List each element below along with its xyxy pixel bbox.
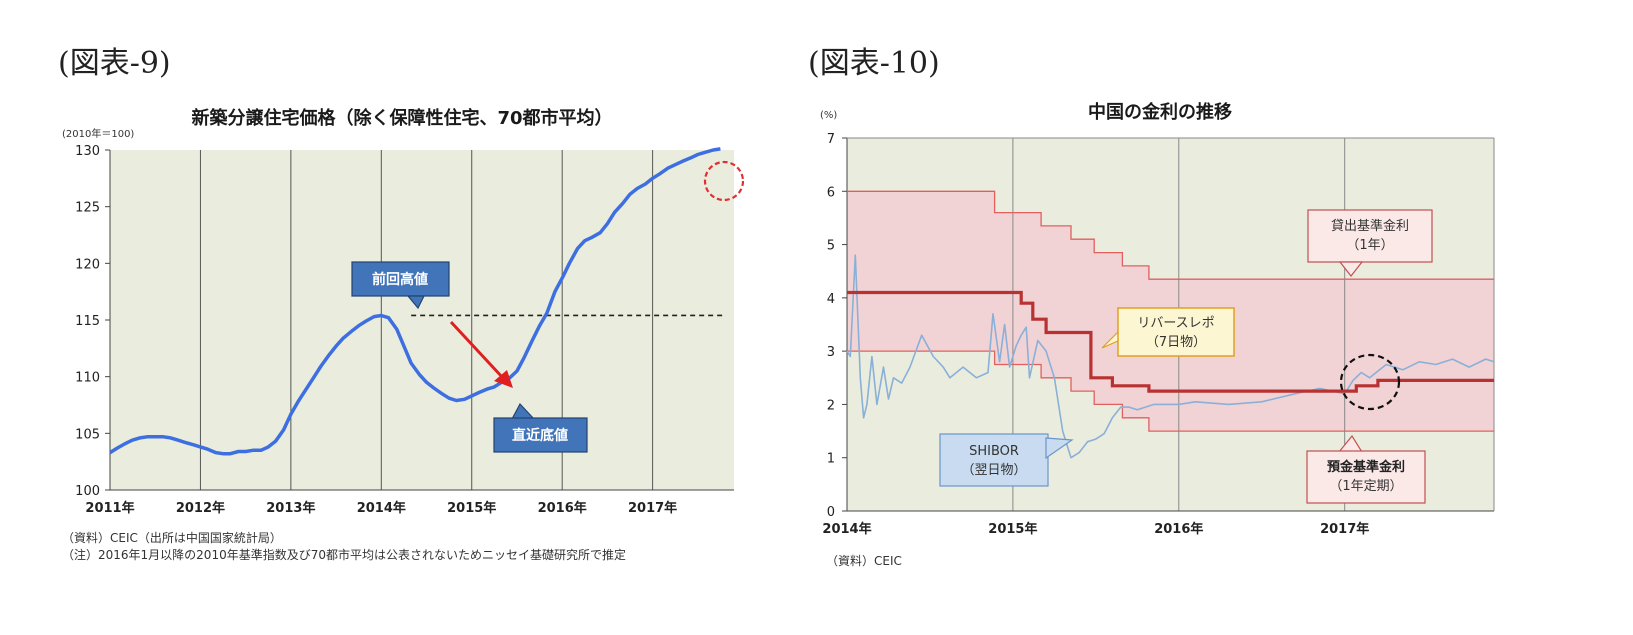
chart2-title: 中国の金利の推移 — [1088, 101, 1232, 123]
chart1-source-note: （資料）CEIC（出所は中国国家統計局） — [62, 530, 282, 545]
callout-shibor-line2: （翌日物） — [961, 463, 1026, 478]
callout-shibor-line1: SHIBOR — [969, 444, 1019, 459]
highlight-circle — [1339, 353, 1401, 411]
x-tick-label: 2016年 — [1154, 521, 1203, 537]
chart1-footnote: （注）2016年1月以降の2010年基準指数及び70都市平均は公表されないためニ… — [62, 547, 626, 562]
lending-rate-line — [847, 190, 1494, 280]
callout-reverse-repo-line2: （7日物） — [1146, 335, 1206, 350]
x-tick-label: 2017年 — [1320, 521, 1369, 537]
y-tick-label: 105 — [75, 427, 100, 442]
x-tick-label: 2011年 — [85, 500, 134, 516]
callout-deposit-rate-line2: （1年定期） — [1329, 479, 1402, 494]
x-tick-label: 2016年 — [538, 500, 587, 516]
y-tick-label: 1 — [827, 452, 835, 467]
y-tick-label: 2 — [827, 398, 835, 413]
callout-reverse-repo-line1: リバースレポ — [1137, 316, 1214, 331]
y-tick-label: 100 — [75, 484, 100, 499]
x-tick-label: 2015年 — [447, 500, 496, 516]
callout-reverse-repo: リバースレポ （7日物） — [1101, 307, 1235, 357]
callout-deposit-rate-line1: 預金基準金利 — [1327, 459, 1405, 475]
x-tick-label: 2012年 — [176, 500, 225, 516]
chart1-title: 新築分譲住宅価格（除く保障性住宅、70都市平均） — [191, 107, 612, 129]
y-tick-label: 4 — [827, 292, 835, 307]
y-tick-label: 120 — [75, 257, 100, 272]
callout-recent-bottom: 直近底値 — [493, 402, 588, 453]
callout-deposit-rate: 預金基準金利 （1年定期） — [1306, 434, 1426, 504]
chart2-source-note: （資料）CEIC — [826, 554, 902, 568]
y-tick-label: 3 — [827, 345, 835, 360]
callout-shibor: SHIBOR （翌日物） — [939, 433, 1074, 487]
reverse-repo-line — [847, 290, 1494, 393]
chart2-y-unit: (%) — [820, 110, 837, 121]
chart-housing-price: 100 105 110 115 120 125 130 2011年 2012年 2013年 201… — [62, 107, 745, 562]
callout-lending-rate: 貸出基準金利 （1年） — [1307, 209, 1433, 277]
decline-arrow — [449, 320, 505, 380]
callout-lending-rate-line1: 貸出基準金利 — [1331, 218, 1409, 234]
decline-arrowhead — [494, 370, 513, 388]
chart-china-interest-rates: 0 1 2 3 4 5 6 7 2014年 2015年 2016年 2017年 貸出基準金利 （1年… — [820, 101, 1495, 568]
callout-previous-high-text: 前回高値 — [372, 271, 428, 288]
y-tick-label: 7 — [827, 132, 835, 147]
deposit-rate-line — [847, 350, 1494, 432]
latest-point-highlight-circle — [703, 160, 745, 202]
callout-recent-bottom-text: 直近底値 — [512, 427, 568, 444]
plot-area — [110, 150, 734, 490]
callout-lending-rate-line2: （1年） — [1346, 238, 1393, 253]
housing-price-series-line — [109, 147, 721, 456]
y-tick-label: 0 — [827, 505, 835, 520]
chart1-y-unit: (2010年＝100) — [62, 127, 134, 140]
x-tick-label: 2017年 — [628, 500, 677, 516]
y-tick-label: 125 — [75, 201, 100, 216]
y-tick-label: 130 — [75, 144, 100, 159]
x-tick-label: 2015年 — [988, 521, 1037, 537]
figure-label-9: (図表-9) — [58, 46, 171, 81]
figure-label-10: (図表-10) — [808, 46, 940, 81]
callout-previous-high: 前回高値 — [351, 261, 450, 310]
y-tick-label: 115 — [75, 314, 100, 329]
x-tick-label: 2013年 — [266, 500, 315, 516]
y-tick-label: 6 — [827, 185, 835, 200]
shibor-line — [846, 254, 1495, 459]
y-tick-label: 110 — [75, 371, 100, 386]
y-tick-label: 5 — [827, 239, 835, 254]
x-tick-label: 2014年 — [822, 521, 871, 537]
x-tick-label: 2014年 — [357, 500, 406, 516]
